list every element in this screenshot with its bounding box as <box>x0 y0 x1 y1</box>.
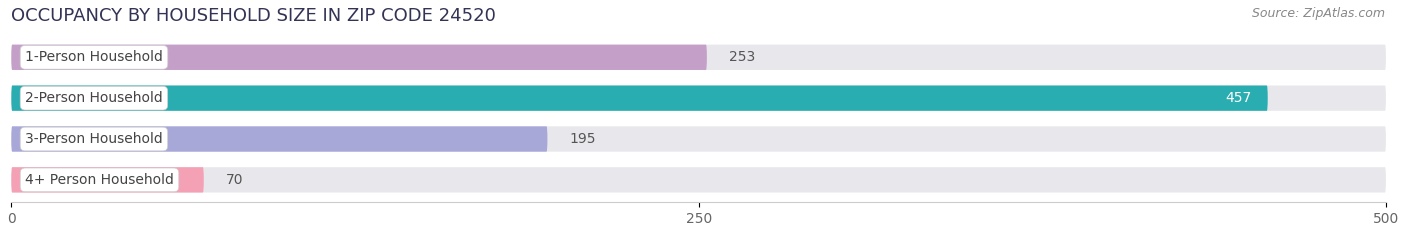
FancyBboxPatch shape <box>11 86 1386 111</box>
FancyBboxPatch shape <box>11 86 1268 111</box>
Text: 195: 195 <box>569 132 596 146</box>
Text: Source: ZipAtlas.com: Source: ZipAtlas.com <box>1251 7 1385 20</box>
Text: 3-Person Household: 3-Person Household <box>25 132 163 146</box>
Text: 4+ Person Household: 4+ Person Household <box>25 173 174 187</box>
FancyBboxPatch shape <box>11 167 204 192</box>
Text: 1-Person Household: 1-Person Household <box>25 50 163 64</box>
FancyBboxPatch shape <box>11 45 1386 70</box>
Text: OCCUPANCY BY HOUSEHOLD SIZE IN ZIP CODE 24520: OCCUPANCY BY HOUSEHOLD SIZE IN ZIP CODE … <box>11 7 496 25</box>
FancyBboxPatch shape <box>11 126 547 152</box>
FancyBboxPatch shape <box>11 126 1386 152</box>
Text: 253: 253 <box>728 50 755 64</box>
FancyBboxPatch shape <box>11 45 707 70</box>
Text: 2-Person Household: 2-Person Household <box>25 91 163 105</box>
Text: 70: 70 <box>226 173 243 187</box>
Text: 457: 457 <box>1225 91 1251 105</box>
FancyBboxPatch shape <box>11 167 1386 192</box>
